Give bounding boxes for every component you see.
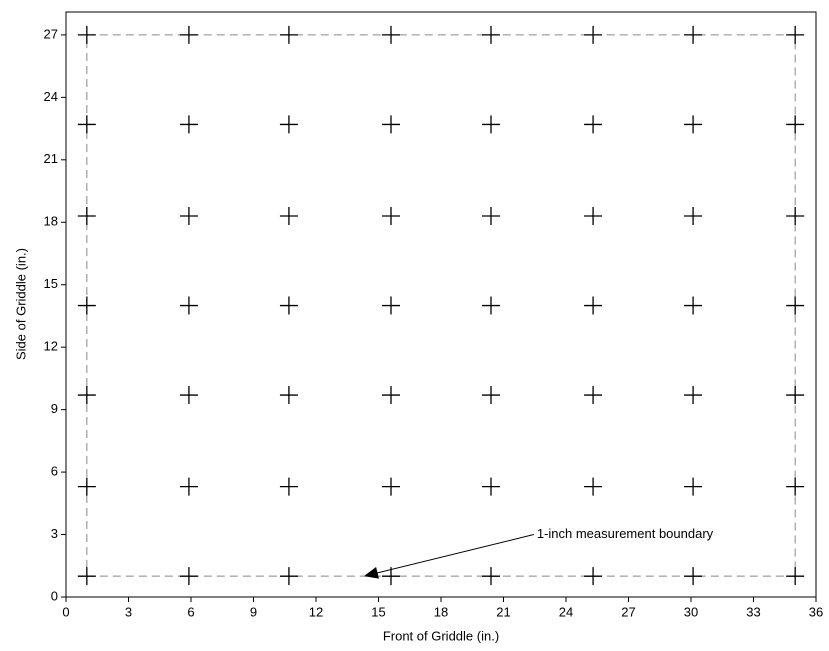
plus-marker: [382, 207, 400, 226]
plot-frame: [65, 11, 817, 598]
plus-marker: [584, 296, 603, 315]
plus-marker: [77, 25, 96, 44]
plus-marker: [684, 567, 703, 586]
x-tick-label: 33: [746, 604, 760, 619]
plus-marker: [786, 25, 805, 44]
y-tick-label: 24: [44, 89, 58, 104]
x-tick-label: 9: [250, 604, 257, 619]
plus-marker: [382, 25, 400, 44]
plus-marker: [482, 296, 500, 315]
plus-marker: [786, 386, 805, 405]
plus-marker: [179, 207, 198, 226]
plus-marker: [179, 567, 198, 586]
x-tick-label: 30: [684, 604, 698, 619]
y-tick-label: 27: [44, 26, 58, 41]
y-tick-label: 21: [44, 151, 58, 166]
x-tick-label: 3: [125, 604, 132, 619]
plus-marker: [584, 477, 603, 496]
x-axis-label: Front of Griddle (in.): [383, 628, 499, 643]
plus-marker: [77, 386, 96, 405]
plus-marker: [482, 477, 500, 496]
plus-marker: [179, 115, 198, 134]
x-tick-label: 24: [559, 604, 573, 619]
plus-marker: [482, 25, 500, 44]
plus-marker: [279, 115, 298, 134]
plus-marker: [382, 567, 400, 586]
plus-marker: [77, 296, 96, 315]
plus-marker: [684, 115, 703, 134]
plus-marker: [77, 115, 96, 134]
plus-marker: [584, 115, 603, 134]
x-tick-label: 6: [187, 604, 194, 619]
x-tick-label: 0: [62, 604, 69, 619]
plus-marker: [279, 207, 298, 226]
annotation-arrow: [377, 534, 534, 574]
plus-marker: [584, 567, 603, 586]
y-tick-label: 9: [51, 401, 58, 416]
y-tick-label: 18: [44, 214, 58, 229]
annotation-arrowhead: [363, 567, 379, 579]
x-tick-label: 12: [309, 604, 323, 619]
y-tick-label: 3: [51, 526, 58, 541]
x-tick-label: 18: [434, 604, 448, 619]
y-axis-label: Side of Griddle (in.): [13, 248, 28, 360]
plus-marker: [279, 296, 298, 315]
plus-marker: [382, 477, 400, 496]
plus-marker: [179, 477, 198, 496]
plus-marker: [482, 567, 500, 586]
plus-marker: [482, 115, 500, 134]
plus-marker: [684, 207, 703, 226]
plus-marker: [684, 296, 703, 315]
plus-marker: [684, 25, 703, 44]
x-tick-label: 21: [496, 604, 510, 619]
plus-marker: [382, 386, 400, 405]
plus-marker: [482, 207, 500, 226]
plus-marker: [786, 567, 805, 586]
plus-marker: [482, 386, 500, 405]
plus-marker: [584, 207, 603, 226]
annotation-text: 1-inch measurement boundary: [537, 526, 714, 541]
y-tick-label: 12: [44, 339, 58, 354]
plus-marker: [584, 386, 603, 405]
plus-marker: [786, 296, 805, 315]
plus-marker: [279, 567, 298, 586]
plus-marker: [77, 207, 96, 226]
plus-marker: [179, 25, 198, 44]
plus-marker: [279, 25, 298, 44]
plus-marker: [382, 115, 400, 134]
plus-marker: [786, 207, 805, 226]
plus-marker: [786, 115, 805, 134]
plus-marker: [179, 386, 198, 405]
plus-marker: [382, 296, 400, 315]
y-tick-label: 15: [44, 276, 58, 291]
x-tick-label: 27: [621, 604, 635, 619]
plus-marker: [786, 477, 805, 496]
plus-marker: [279, 386, 298, 405]
x-tick-label: 15: [371, 604, 385, 619]
x-tick-label: 36: [809, 604, 823, 619]
y-tick-label: 0: [51, 588, 58, 603]
plus-marker: [684, 477, 703, 496]
plus-marker: [179, 296, 198, 315]
plus-marker: [77, 567, 96, 586]
plus-marker: [77, 477, 96, 496]
y-tick-label: 6: [51, 464, 58, 479]
plus-marker: [584, 25, 603, 44]
plus-marker: [279, 477, 298, 496]
plus-marker: [684, 386, 703, 405]
